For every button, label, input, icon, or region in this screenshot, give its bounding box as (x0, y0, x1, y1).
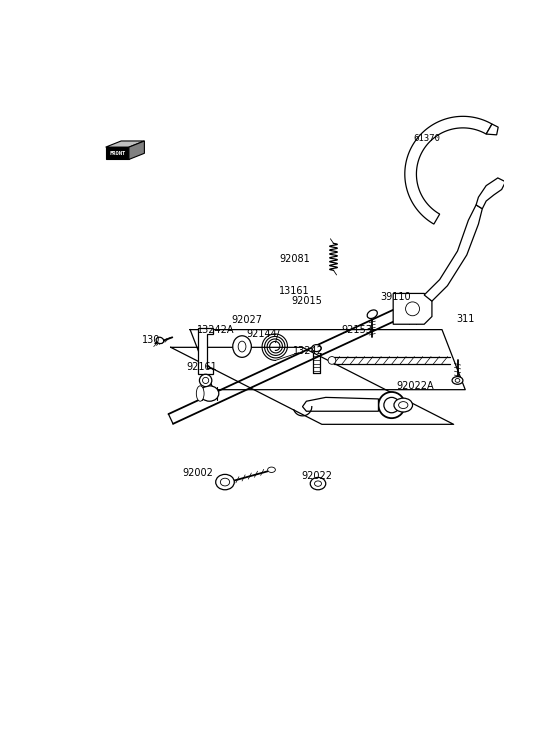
Text: 92002: 92002 (183, 468, 213, 478)
Text: 61370: 61370 (413, 134, 440, 143)
Ellipse shape (328, 356, 336, 365)
Text: 92081: 92081 (279, 254, 310, 264)
Ellipse shape (379, 392, 405, 418)
Text: 92144: 92144 (247, 329, 278, 339)
Ellipse shape (312, 345, 321, 351)
Ellipse shape (315, 481, 321, 486)
Polygon shape (405, 116, 492, 224)
Text: 13242: 13242 (293, 346, 324, 356)
Polygon shape (129, 141, 144, 160)
Ellipse shape (452, 376, 463, 384)
Ellipse shape (200, 386, 219, 401)
Ellipse shape (220, 478, 230, 486)
Text: 130: 130 (142, 335, 161, 345)
Ellipse shape (384, 397, 399, 413)
Ellipse shape (197, 386, 204, 401)
Text: 92153: 92153 (341, 324, 372, 335)
Text: 13242A: 13242A (197, 324, 235, 335)
Ellipse shape (394, 398, 413, 412)
Text: 311: 311 (456, 314, 474, 324)
Polygon shape (198, 328, 213, 374)
Ellipse shape (310, 477, 326, 490)
Text: 13161: 13161 (279, 286, 310, 296)
Text: 39110: 39110 (380, 292, 411, 302)
Ellipse shape (238, 341, 246, 352)
Text: 92015: 92015 (291, 296, 322, 306)
Polygon shape (106, 147, 129, 160)
Ellipse shape (399, 402, 408, 408)
Text: 92161: 92161 (186, 362, 217, 372)
Polygon shape (302, 397, 379, 411)
Ellipse shape (455, 378, 460, 382)
Polygon shape (486, 124, 498, 135)
Text: 92022A: 92022A (396, 381, 433, 391)
Text: 92027: 92027 (231, 315, 262, 326)
Polygon shape (106, 141, 144, 147)
Ellipse shape (367, 310, 377, 318)
Ellipse shape (216, 474, 234, 490)
Text: 92022: 92022 (301, 471, 332, 481)
Ellipse shape (199, 374, 212, 386)
Polygon shape (476, 178, 506, 209)
Ellipse shape (268, 467, 276, 472)
Polygon shape (393, 294, 432, 324)
Ellipse shape (203, 378, 209, 384)
Ellipse shape (156, 337, 164, 343)
Polygon shape (424, 205, 482, 301)
Ellipse shape (405, 302, 419, 315)
Text: FRONT: FRONT (109, 151, 125, 156)
Ellipse shape (233, 336, 251, 357)
